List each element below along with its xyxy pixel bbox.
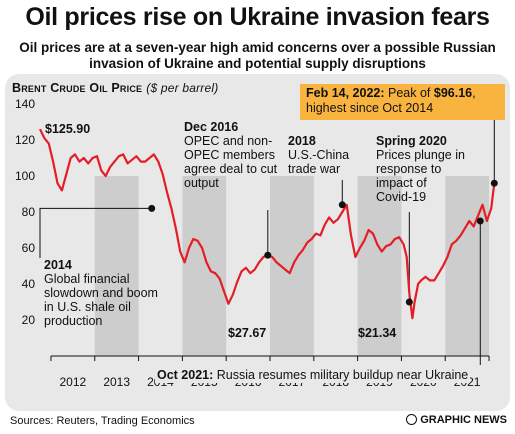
y-tick-label-100: 100 xyxy=(15,169,35,183)
annotation-spring-2020-title: Spring 2020 xyxy=(376,134,447,148)
chart-unit: ($ per barrel) xyxy=(146,81,219,95)
footer-brand: GRAPHIC NEWS xyxy=(406,414,507,426)
annotation-spring-2020-text: Prices plunge in response to impact of C… xyxy=(376,148,465,204)
footer-brand-text: GRAPHIC NEWS xyxy=(420,414,507,426)
annotation-dec-2016-title: Dec 2016 xyxy=(184,120,239,134)
annotation-2018-text: U.S.-China trade war xyxy=(288,148,350,176)
chart-title: Brent Crude Oil Price ($ per barrel) xyxy=(12,81,218,95)
annotation-2018-title: 2018 xyxy=(288,134,316,148)
annotation-oct-2021-text: Russia resumes military buildup near Ukr… xyxy=(216,368,469,382)
y-tick-label-40: 40 xyxy=(22,277,36,291)
y-tick-label-120: 120 xyxy=(15,133,35,147)
annotation-2014: 2014 Global financial slowdown and boom … xyxy=(44,258,166,328)
leader-2014 xyxy=(39,207,152,258)
y-tick-label-140: 140 xyxy=(15,97,35,111)
dot-2014 xyxy=(148,204,156,212)
annotation-dec-2016: Dec 2016 OPEC and non-OPEC members agree… xyxy=(184,120,284,190)
x-tick-label-2012: 2012 xyxy=(60,375,87,389)
footer-sources: Sources: Reuters, Trading Economics xyxy=(10,415,195,427)
x-tick-label-2013: 2013 xyxy=(103,375,130,389)
annotation-2018: 2018 U.S.-China trade war xyxy=(288,134,366,176)
chart-title-text: Brent Crude Oil Price xyxy=(12,81,143,95)
annotation-oct-2021: Oct 2021: Russia resumes military buildu… xyxy=(155,367,471,383)
dot-dec-2016 xyxy=(264,251,272,259)
low-2020-label: $21.34 xyxy=(358,326,397,340)
annotation-dec-2016-text: OPEC and non-OPEC members agree deal to … xyxy=(184,134,278,190)
chart-panel xyxy=(5,74,510,411)
low-2016-label: $27.67 xyxy=(228,326,267,340)
year-band-2019 xyxy=(357,176,402,356)
headline: Oil prices rise on Ukraine invasion fear… xyxy=(25,3,490,31)
callout-feb-2022-text1: Peak of xyxy=(388,86,431,100)
dot-feb-2022 xyxy=(490,179,498,187)
year-band-2015 xyxy=(182,176,227,356)
y-tick-label-80: 80 xyxy=(22,205,36,219)
y-tick-label-20: 20 xyxy=(22,313,36,327)
annotation-spring-2020: Spring 2020 Prices plunge in response to… xyxy=(376,134,466,204)
peak-2012-label: $125.90 xyxy=(45,122,91,136)
copyright-icon xyxy=(406,414,418,425)
year-band-2013 xyxy=(94,176,139,356)
y-tick-label-60: 60 xyxy=(22,241,36,255)
price-line xyxy=(39,128,496,320)
dot-spring-2020 xyxy=(405,298,413,306)
standfirst: Oil prices are at a seven-year high amid… xyxy=(19,40,496,71)
callout-feb-2022: Feb 14, 2022: Peak of $96.16, highest si… xyxy=(300,84,505,120)
callout-feb-2022-title: Feb 14, 2022: xyxy=(306,86,385,100)
dot-2018 xyxy=(338,201,346,209)
annotation-2014-text: Global financial slowdown and boom in U.… xyxy=(44,272,158,328)
callout-feb-2022-text2: highest since Oct 2014 xyxy=(306,101,434,115)
annotation-2014-title: 2014 xyxy=(44,258,72,272)
dot-oct-2021 xyxy=(476,217,484,225)
annotation-oct-2021-title: Oct 2021: xyxy=(157,368,214,382)
callout-feb-2022-value: $96.16 xyxy=(433,86,473,100)
